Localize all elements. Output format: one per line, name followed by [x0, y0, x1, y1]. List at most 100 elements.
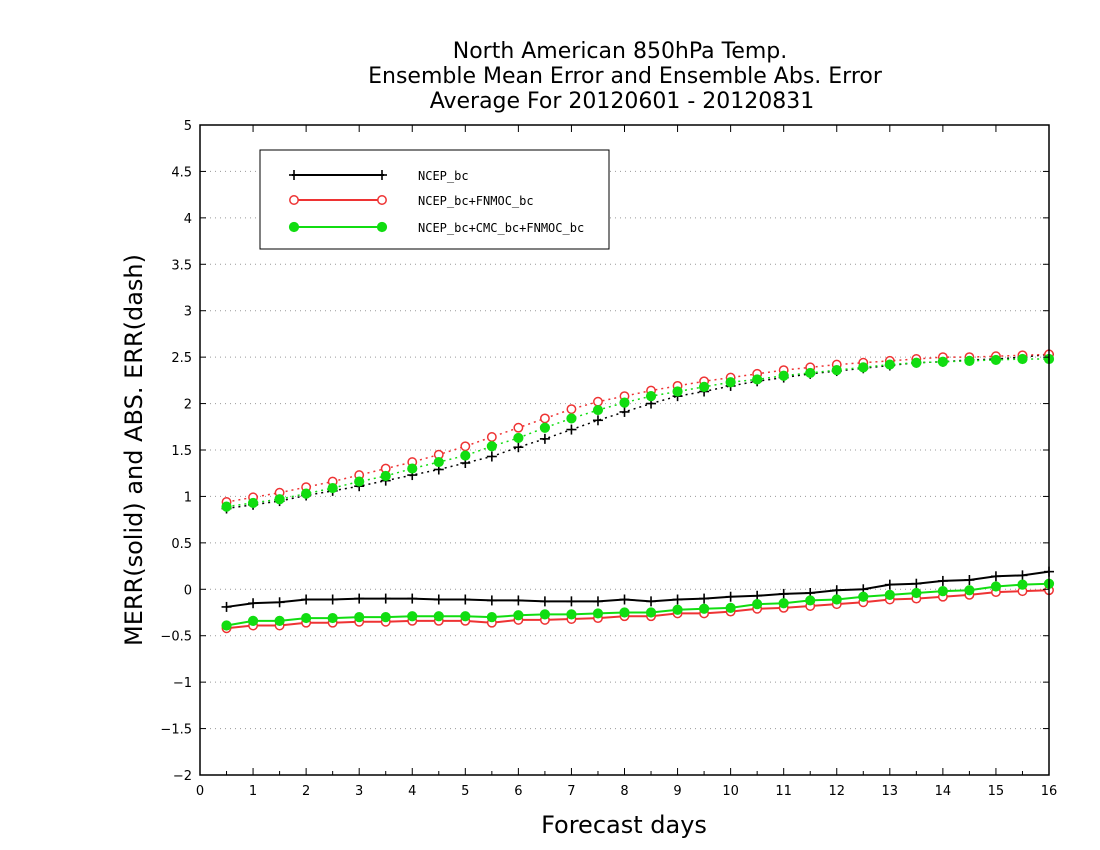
abs-err-point [778, 370, 789, 381]
y-axis-label: MERR(solid) and ABS. ERR(dash) [120, 254, 148, 646]
abs-err-line [226, 353, 1050, 510]
abs-err-point [513, 442, 524, 453]
abs-err-point [486, 432, 497, 442]
abs-err-point [858, 362, 869, 373]
abs-err-point [619, 397, 630, 408]
y-tick-label: −1 [173, 676, 192, 691]
x-tick-label: 13 [882, 784, 899, 799]
merr-point [539, 596, 550, 607]
abs-err-point [274, 494, 285, 505]
chart-title-line-1: North American 850hPa Temp. [453, 39, 788, 64]
y-tick-label: −2 [173, 769, 192, 784]
abs-err-point [460, 450, 471, 461]
x-axis-label: Forecast days [541, 811, 707, 839]
x-tick-label: 7 [567, 784, 575, 799]
merr-point [725, 591, 736, 602]
abs-err-point [752, 374, 763, 385]
x-tick-label: 15 [988, 784, 1005, 799]
abs-err-point [327, 482, 338, 494]
merr-point [380, 593, 391, 604]
merr-point [831, 594, 842, 605]
abs-err-point [592, 404, 604, 416]
merr-line [226, 582, 1050, 627]
merr-point [619, 594, 630, 605]
chart-title: North American 850hPa Temp. Ensemble Mea… [368, 39, 883, 114]
legend-marker [377, 170, 387, 180]
merr-point [884, 589, 895, 600]
y-tick-label: −1.5 [160, 723, 192, 738]
merr-point [354, 593, 365, 604]
merr-point [301, 594, 312, 605]
x-tick-label: 10 [722, 784, 739, 799]
abs-err-point [380, 470, 391, 482]
abs-err-point [513, 422, 524, 433]
x-tick-label: 5 [461, 784, 469, 799]
merr-point [778, 588, 789, 599]
x-tick-label: 14 [935, 784, 952, 799]
chart-title-line-2: Ensemble Mean Error and Ensemble Abs. Er… [368, 64, 883, 89]
abs-err-point [566, 404, 577, 415]
abs-err-point [593, 396, 603, 407]
abs-err-point [884, 359, 895, 370]
abs-err-point [407, 463, 418, 474]
abs-err-point [698, 381, 710, 392]
x-tick-label: 11 [775, 784, 792, 799]
merr-point [433, 594, 444, 605]
merr-point [486, 612, 497, 623]
merr-point [937, 586, 948, 597]
merr-point [433, 611, 444, 622]
abs-err-point [301, 488, 312, 499]
merr-point [380, 612, 391, 623]
merr-point [805, 595, 816, 606]
x-tick-label: 2 [302, 784, 310, 799]
grid [200, 170, 1049, 730]
merr-point [858, 591, 869, 602]
merr-point [645, 607, 657, 618]
y-axis: −2 −1.5 −1 −0.5 0 0.5 1 1.5 2 2.5 3 3.5 4 4.5 5 [160, 119, 1049, 784]
abs-err-point [247, 497, 259, 509]
merr-point [407, 593, 418, 604]
abs-err-point [805, 367, 816, 379]
abs-err-point [566, 413, 577, 424]
merr-point [221, 620, 232, 631]
abs-err-point [990, 354, 1002, 366]
legend-marker [289, 195, 299, 205]
legend-marker [289, 170, 299, 180]
merr-point [301, 612, 312, 624]
y-tick-label: 1 [184, 490, 192, 505]
x-tick-label: 8 [620, 784, 628, 799]
abs-err-point [486, 451, 497, 462]
y-tick-label: 4.5 [171, 165, 192, 180]
abs-err-point [725, 377, 736, 388]
legend-marker [377, 195, 387, 205]
x-tick-label: 16 [1041, 784, 1058, 799]
merr-point [354, 612, 365, 623]
merr-point [646, 596, 657, 607]
legend: NCEP_bc NCEP_bc+FNMOC_bc NCEP_bc+CMC_bc+FN… [259, 149, 610, 250]
merr-point [752, 599, 763, 610]
legend-label: NCEP_bc+CMC_bc+FNMOC_bc [418, 221, 584, 235]
abs-err-point [672, 386, 683, 397]
series-1 [221, 349, 1054, 612]
merr-point [460, 594, 471, 605]
y-tick-label: 3 [184, 305, 192, 320]
abs-err-point [619, 406, 630, 417]
x-tick-label: 4 [408, 784, 416, 799]
merr-point [566, 596, 577, 607]
merr-point [911, 587, 922, 599]
y-tick-label: 0 [184, 583, 192, 598]
x-tick-label: 3 [355, 784, 363, 799]
abs-err-point [937, 356, 948, 367]
legend-entry: NCEP_bc+CMC_bc+FNMOC_bc [288, 221, 584, 235]
y-tick-label: 3.5 [171, 258, 192, 273]
abs-err-point [354, 476, 365, 487]
merr-point [566, 609, 577, 620]
merr-point [990, 571, 1001, 582]
abs-err-point [964, 355, 975, 366]
y-tick-label: 1.5 [171, 444, 192, 459]
merr-point [248, 598, 259, 609]
merr-point [937, 575, 948, 586]
x-tick-label: 0 [196, 784, 204, 799]
legend-entry: NCEP_bc [289, 169, 469, 183]
